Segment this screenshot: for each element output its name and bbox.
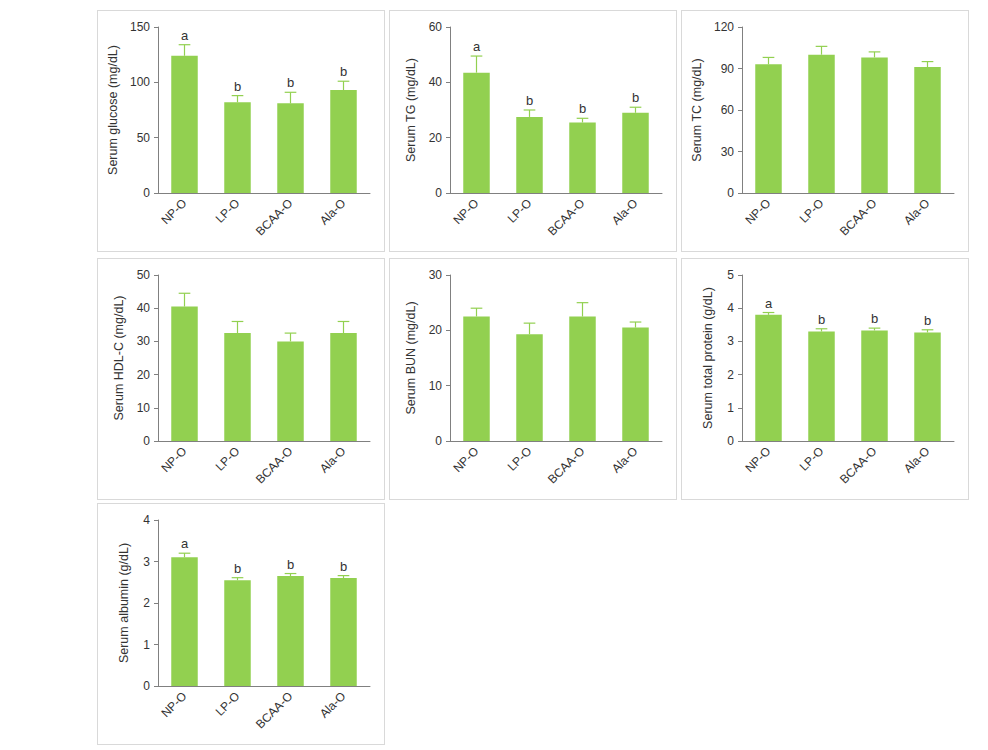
svg-text:Serum TC (mg/dL): Serum TC (mg/dL) xyxy=(690,58,704,161)
svg-text:BCAA-O: BCAA-O xyxy=(253,689,295,731)
svg-text:40: 40 xyxy=(137,301,151,315)
svg-text:150: 150 xyxy=(130,20,150,34)
svg-text:0: 0 xyxy=(143,186,150,200)
svg-text:NP-O: NP-O xyxy=(158,196,189,227)
svg-text:LP-O: LP-O xyxy=(505,196,535,226)
svg-text:4: 4 xyxy=(727,301,734,315)
svg-text:Ala-O: Ala-O xyxy=(901,444,933,476)
svg-text:10: 10 xyxy=(137,401,151,415)
svg-text:LP-O: LP-O xyxy=(213,196,243,226)
svg-text:NP-O: NP-O xyxy=(450,196,481,227)
svg-text:0: 0 xyxy=(143,434,150,448)
svg-text:Ala-O: Ala-O xyxy=(609,196,641,228)
svg-text:0: 0 xyxy=(143,679,150,693)
svg-text:a: a xyxy=(473,39,481,54)
svg-text:BCAA-O: BCAA-O xyxy=(837,196,879,238)
svg-text:100: 100 xyxy=(130,75,150,89)
svg-text:b: b xyxy=(924,313,931,328)
svg-text:1: 1 xyxy=(143,638,150,652)
svg-text:BCAA-O: BCAA-O xyxy=(545,196,587,238)
svg-text:Ala-O: Ala-O xyxy=(317,689,349,721)
svg-text:Ala-O: Ala-O xyxy=(317,444,349,476)
svg-text:40: 40 xyxy=(429,75,443,89)
svg-text:a: a xyxy=(765,296,773,311)
svg-text:b: b xyxy=(526,93,533,108)
svg-text:Ala-O: Ala-O xyxy=(609,444,641,476)
svg-text:NP-O: NP-O xyxy=(158,444,189,475)
svg-text:Serum glucose (mg/dL): Serum glucose (mg/dL) xyxy=(106,45,120,175)
svg-text:4: 4 xyxy=(143,513,150,527)
svg-text:LP-O: LP-O xyxy=(797,444,827,474)
svg-text:20: 20 xyxy=(429,323,443,337)
svg-text:120: 120 xyxy=(714,20,734,34)
svg-text:a: a xyxy=(181,28,189,43)
svg-text:NP-O: NP-O xyxy=(450,444,481,475)
svg-text:b: b xyxy=(287,75,294,90)
svg-text:b: b xyxy=(632,90,639,105)
svg-text:b: b xyxy=(871,311,878,326)
svg-text:3: 3 xyxy=(143,555,150,569)
svg-text:0: 0 xyxy=(727,186,734,200)
svg-text:b: b xyxy=(287,557,294,572)
svg-text:0: 0 xyxy=(435,186,442,200)
svg-text:Serum BUN (mg/dL): Serum BUN (mg/dL) xyxy=(404,301,418,414)
svg-text:LP-O: LP-O xyxy=(213,689,243,719)
svg-text:2: 2 xyxy=(143,596,150,610)
svg-text:a: a xyxy=(181,536,189,551)
svg-text:BCAA-O: BCAA-O xyxy=(253,196,295,238)
svg-text:50: 50 xyxy=(137,268,151,282)
svg-text:Serum albumin (g/dL): Serum albumin (g/dL) xyxy=(117,543,131,663)
svg-text:20: 20 xyxy=(137,368,151,382)
svg-text:3: 3 xyxy=(727,334,734,348)
svg-text:LP-O: LP-O xyxy=(797,196,827,226)
svg-text:0: 0 xyxy=(435,434,442,448)
svg-text:BCAA-O: BCAA-O xyxy=(253,444,295,486)
svg-text:0: 0 xyxy=(727,434,734,448)
svg-text:50: 50 xyxy=(137,131,151,145)
svg-text:20: 20 xyxy=(429,131,443,145)
svg-text:2: 2 xyxy=(727,368,734,382)
svg-text:LP-O: LP-O xyxy=(213,444,243,474)
svg-text:BCAA-O: BCAA-O xyxy=(545,444,587,486)
svg-text:NP-O: NP-O xyxy=(742,196,773,227)
svg-text:LP-O: LP-O xyxy=(505,444,535,474)
svg-text:Serum HDL-C (mg/dL): Serum HDL-C (mg/dL) xyxy=(112,295,126,420)
svg-text:Ala-O: Ala-O xyxy=(317,196,349,228)
svg-text:Serum TG (mg/dL): Serum TG (mg/dL) xyxy=(404,58,418,162)
svg-text:5: 5 xyxy=(727,268,734,282)
svg-text:10: 10 xyxy=(429,379,443,393)
svg-text:b: b xyxy=(234,79,241,94)
svg-text:30: 30 xyxy=(137,334,151,348)
svg-text:Serum total protein (g/dL): Serum total protein (g/dL) xyxy=(701,287,715,429)
svg-text:BCAA-O: BCAA-O xyxy=(837,444,879,486)
svg-text:30: 30 xyxy=(429,268,443,282)
svg-text:b: b xyxy=(340,64,347,79)
svg-text:b: b xyxy=(340,559,347,574)
svg-text:b: b xyxy=(234,561,241,576)
svg-text:60: 60 xyxy=(429,20,443,34)
svg-text:NP-O: NP-O xyxy=(158,689,189,720)
svg-text:1: 1 xyxy=(727,401,734,415)
svg-text:90: 90 xyxy=(721,62,735,76)
svg-text:NP-O: NP-O xyxy=(742,444,773,475)
svg-text:30: 30 xyxy=(721,145,735,159)
svg-text:Ala-O: Ala-O xyxy=(901,196,933,228)
svg-text:b: b xyxy=(818,312,825,327)
svg-text:60: 60 xyxy=(721,103,735,117)
svg-text:b: b xyxy=(579,101,586,116)
